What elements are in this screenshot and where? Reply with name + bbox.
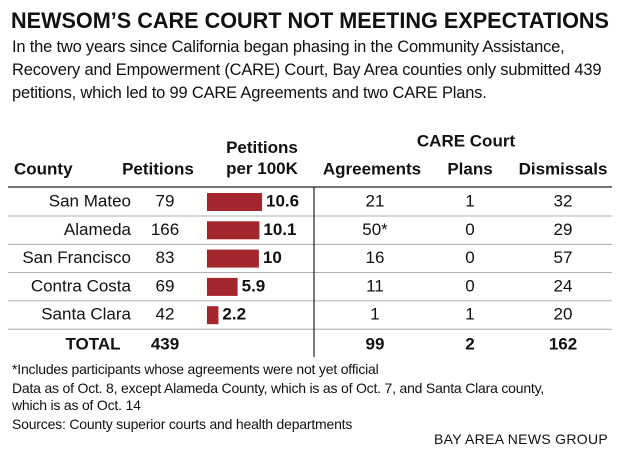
column-header: Petitions <box>122 159 194 178</box>
bar-label: 10 <box>263 248 282 267</box>
petitions: 83 <box>156 248 175 267</box>
credit: BAY AREA NEWS GROUP <box>433 431 608 447</box>
total: 439 <box>151 334 179 353</box>
cell: 21 <box>366 191 385 210</box>
county: San Mateo <box>49 191 131 210</box>
group-header: CARE Court <box>417 131 516 150</box>
cell: 24 <box>554 276 573 295</box>
total: 2 <box>465 334 474 353</box>
cell: 32 <box>554 191 573 210</box>
county: Alameda <box>64 220 132 239</box>
cell: 1 <box>465 305 474 324</box>
notes: *Includes participants whose agreements … <box>12 361 610 434</box>
bar <box>207 193 262 211</box>
bar-label: 10.1 <box>263 220 296 239</box>
bar-label: 10.6 <box>266 191 299 210</box>
bar <box>207 221 260 240</box>
bar-label: 2.2 <box>222 305 246 324</box>
cell: 0 <box>465 276 474 295</box>
column-header: Plans <box>447 159 492 178</box>
cell: 50* <box>362 220 388 239</box>
cell: 16 <box>366 248 385 267</box>
cell: 57 <box>554 248 573 267</box>
column-header: Dismissals <box>519 159 608 178</box>
petitions: 79 <box>156 191 175 210</box>
bar <box>207 277 238 296</box>
cell: 1 <box>465 191 474 210</box>
county: Santa Clara <box>41 305 131 324</box>
column-header: County <box>14 159 73 178</box>
cell: 1 <box>370 305 379 324</box>
note: *Includes participants whose agreements … <box>12 361 379 377</box>
county: Contra Costa <box>31 276 132 295</box>
total: 99 <box>366 334 385 353</box>
note: Sources: County superior courts and heal… <box>12 415 353 432</box>
column-header: Agreements <box>323 159 421 178</box>
column-header: Petitions per 100K <box>226 138 299 178</box>
bar-label: 5.9 <box>242 276 266 295</box>
petitions: 166 <box>151 220 179 239</box>
bar <box>207 306 219 325</box>
title: NEWSOM’S CARE COURT NOT MEETING EXPECTAT… <box>11 8 609 33</box>
petitions: 69 <box>156 276 175 295</box>
cell: 20 <box>554 305 573 324</box>
petitions: 42 <box>156 305 175 324</box>
cell: 0 <box>465 248 474 267</box>
total-label: TOTAL <box>65 334 120 353</box>
cell: 0 <box>465 220 474 239</box>
total: 162 <box>549 334 577 353</box>
subtitle: In the two years since California began … <box>12 38 602 102</box>
county: San Francisco <box>22 248 131 267</box>
cell: 11 <box>366 276 384 295</box>
bar <box>207 249 259 268</box>
cell: 29 <box>554 220 573 239</box>
note: Data as of Oct. 8, except Alameda County… <box>12 379 545 414</box>
